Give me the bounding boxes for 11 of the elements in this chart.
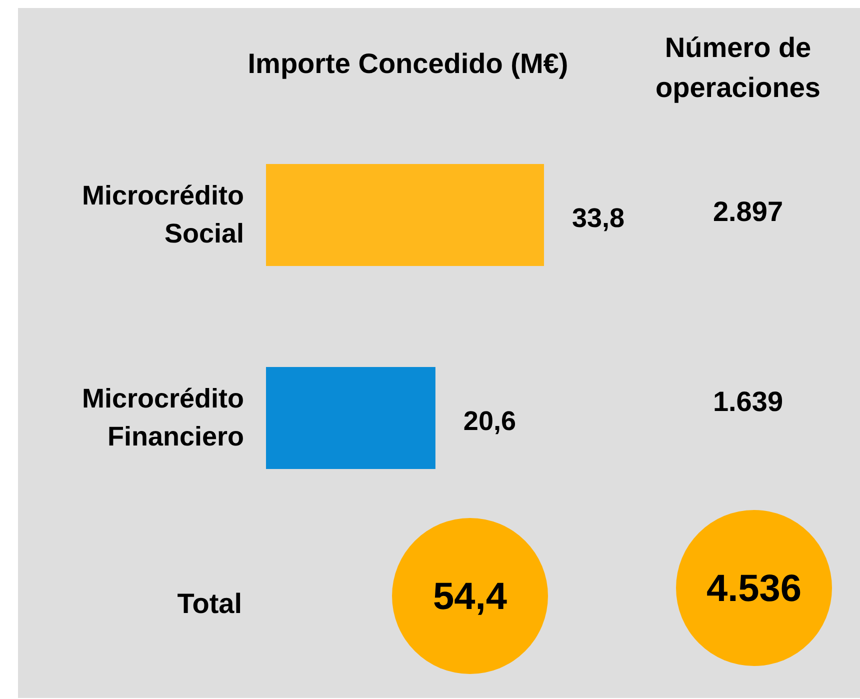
text: 4.536 [706, 568, 802, 610]
text: Número de operaciones [654, 31, 822, 105]
chart-title: Importe Concedido (M€) [246, 47, 570, 81]
y-tick-label: Microcrédito Financiero [82, 384, 244, 452]
text: 1.639 [712, 386, 784, 418]
text: Total [176, 588, 242, 620]
text: 2.897 [712, 196, 784, 228]
data-label: 20,6 [463, 406, 516, 436]
data-label: 33,8 [572, 203, 625, 233]
y-tick-label: Microcrédito Social [82, 180, 244, 248]
text: 54,4 [433, 576, 507, 618]
